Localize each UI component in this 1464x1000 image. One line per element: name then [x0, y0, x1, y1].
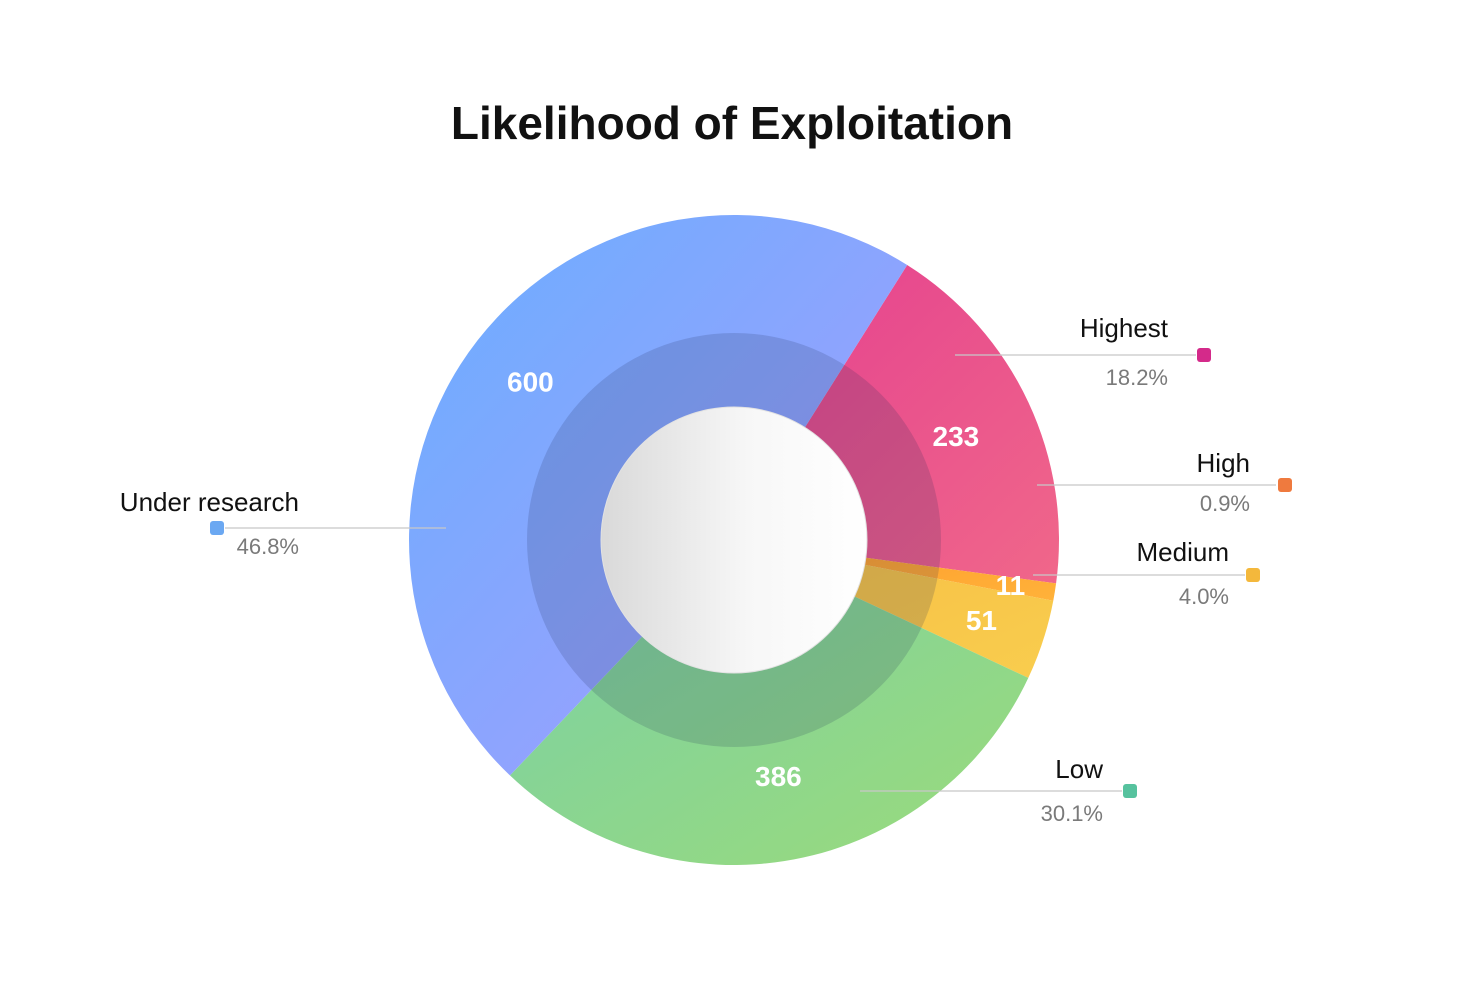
value-label-medium: 51	[966, 605, 997, 636]
legend-percent-high: 0.9%	[1200, 491, 1250, 516]
value-labels: 233 11 51 386 600	[507, 367, 1025, 792]
legend-label-medium: Medium	[1137, 537, 1229, 567]
legend-marker-highest	[1197, 348, 1211, 362]
value-label-under-research: 600	[507, 367, 554, 398]
legend-marker-medium	[1246, 568, 1260, 582]
donut-hole	[600, 406, 868, 674]
legend-marker-under-research	[210, 521, 224, 535]
legend-label-highest: Highest	[1080, 313, 1169, 343]
value-label-highest: 233	[933, 421, 980, 452]
legend-percent-highest: 18.2%	[1106, 365, 1168, 390]
legend-percent-medium: 4.0%	[1179, 584, 1229, 609]
legend-callouts: Highest 18.2% High 0.9% Medium 4.0% Low 30.1% Un…	[120, 313, 1292, 826]
value-label-high: 11	[996, 570, 1026, 601]
slice-low	[509, 540, 1029, 866]
inner-ring-overlay	[527, 333, 941, 747]
value-label-low: 386	[755, 761, 802, 792]
legend-marker-low	[1123, 784, 1137, 798]
legend-label-low: Low	[1055, 754, 1103, 784]
legend-percent-low: 30.1%	[1041, 801, 1103, 826]
legend-label-high: High	[1197, 448, 1250, 478]
chart-title: Likelihood of Exploitation	[450, 97, 1014, 149]
legend-label-under-research: Under research	[120, 487, 299, 517]
legend-percent-under-research: 46.8%	[237, 534, 299, 559]
legend-marker-high	[1278, 478, 1292, 492]
